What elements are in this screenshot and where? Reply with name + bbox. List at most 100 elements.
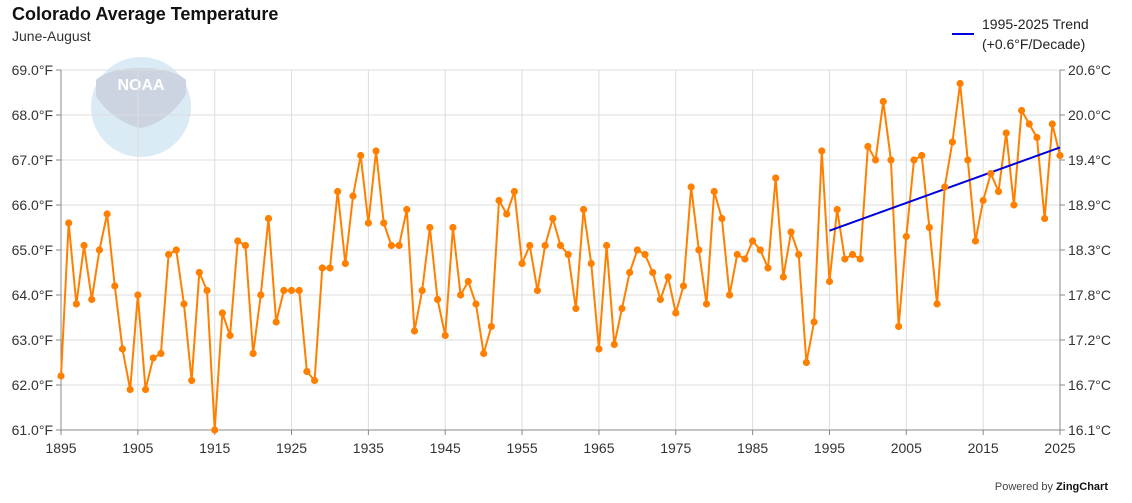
data-point [464, 277, 472, 286]
data-point [787, 228, 795, 236]
data-point [487, 322, 495, 331]
data-point [334, 187, 342, 196]
data-point [149, 354, 157, 362]
axes: 61.0°F 16.1°C 62.0°F 16.7°C 63.0°F 17.2°C 64.0… [12, 62, 1111, 456]
data-point [764, 264, 772, 272]
data-point [426, 223, 434, 232]
data-point [295, 286, 303, 295]
data-point [180, 300, 188, 308]
data-point [103, 210, 111, 218]
data-point [272, 318, 280, 326]
data-point [264, 214, 273, 223]
data-point [572, 304, 580, 313]
y-tick-label-left: 62.0°F [12, 377, 53, 393]
powered-by-credit[interactable]: Powered by ZingChart [995, 481, 1108, 493]
data-point [457, 291, 465, 299]
data-point [779, 273, 787, 281]
data-point [841, 255, 849, 263]
data-point [226, 331, 234, 340]
credit-prefix: Powered by [994, 481, 1053, 493]
data-point [495, 196, 503, 205]
data-point [825, 277, 834, 286]
data-point [218, 309, 226, 317]
data-point [387, 241, 396, 250]
data-point [664, 273, 672, 281]
y-tick-label-right: 17.2°C [1068, 332, 1111, 348]
data-point [303, 367, 311, 376]
x-tick-label: 1935 [353, 440, 384, 456]
data-point [118, 345, 127, 353]
x-tick-label: 1975 [660, 440, 691, 456]
data-point [979, 196, 987, 205]
data-point [80, 241, 88, 250]
data-point [203, 286, 211, 295]
data-point [141, 385, 150, 394]
data-point [971, 237, 980, 245]
data-point [941, 183, 949, 191]
data-point [679, 282, 688, 290]
data-point [918, 151, 926, 160]
data-point [695, 246, 703, 254]
y-tick-label-left: 68.0°F [12, 107, 53, 123]
data-point [818, 147, 826, 155]
data-point [257, 291, 265, 299]
data-point [1048, 120, 1056, 128]
data-point [164, 250, 173, 259]
x-tick-label: 2015 [968, 440, 999, 456]
data-point [864, 142, 872, 151]
data-point [518, 259, 526, 268]
data-point [472, 300, 480, 308]
data-point [618, 304, 626, 313]
data-point [587, 259, 595, 268]
y-tick-label-right: 16.7°C [1068, 377, 1111, 393]
data-point [994, 187, 1003, 196]
data-point [948, 138, 957, 146]
data-point [795, 250, 803, 259]
data-point [234, 237, 242, 245]
data-point [357, 151, 365, 160]
x-tick-label: 1915 [199, 440, 230, 456]
data-point [871, 156, 880, 164]
data-point [287, 286, 296, 295]
data-point [1033, 133, 1041, 142]
legend-trend-swatch [952, 33, 974, 35]
data-point [172, 246, 180, 254]
data-point [956, 79, 964, 88]
x-tick-label: 1965 [583, 440, 614, 456]
noaa-logo-icon: NOAA [91, 57, 191, 157]
data-point [480, 349, 488, 358]
data-point [433, 295, 442, 304]
data-point [241, 241, 250, 250]
data-point [910, 156, 918, 164]
data-point [157, 349, 165, 358]
data-point [933, 300, 941, 308]
data-point [895, 322, 903, 331]
x-tick-label: 2025 [1044, 440, 1075, 456]
data-point [741, 255, 749, 263]
data-point [549, 214, 557, 223]
data-point [802, 358, 811, 367]
data-point [710, 187, 718, 196]
data-point [134, 291, 142, 299]
data-point [579, 205, 588, 214]
data-point [687, 183, 695, 191]
data-point [1002, 129, 1010, 137]
data-point [725, 291, 734, 299]
data-point [57, 372, 65, 380]
data-point [510, 187, 518, 196]
data-point [702, 300, 711, 308]
data-point [188, 376, 196, 385]
data-point [310, 376, 319, 385]
data-point [541, 241, 549, 250]
data-point [318, 264, 326, 272]
data-point [403, 205, 411, 214]
data-point [633, 246, 641, 254]
data-point [556, 241, 565, 250]
x-tick-label: 1925 [276, 440, 307, 456]
data-point [410, 327, 419, 335]
data-point [211, 426, 219, 434]
data-point [833, 205, 841, 214]
temperature-line [60, 82, 1061, 431]
data-point [641, 250, 649, 259]
